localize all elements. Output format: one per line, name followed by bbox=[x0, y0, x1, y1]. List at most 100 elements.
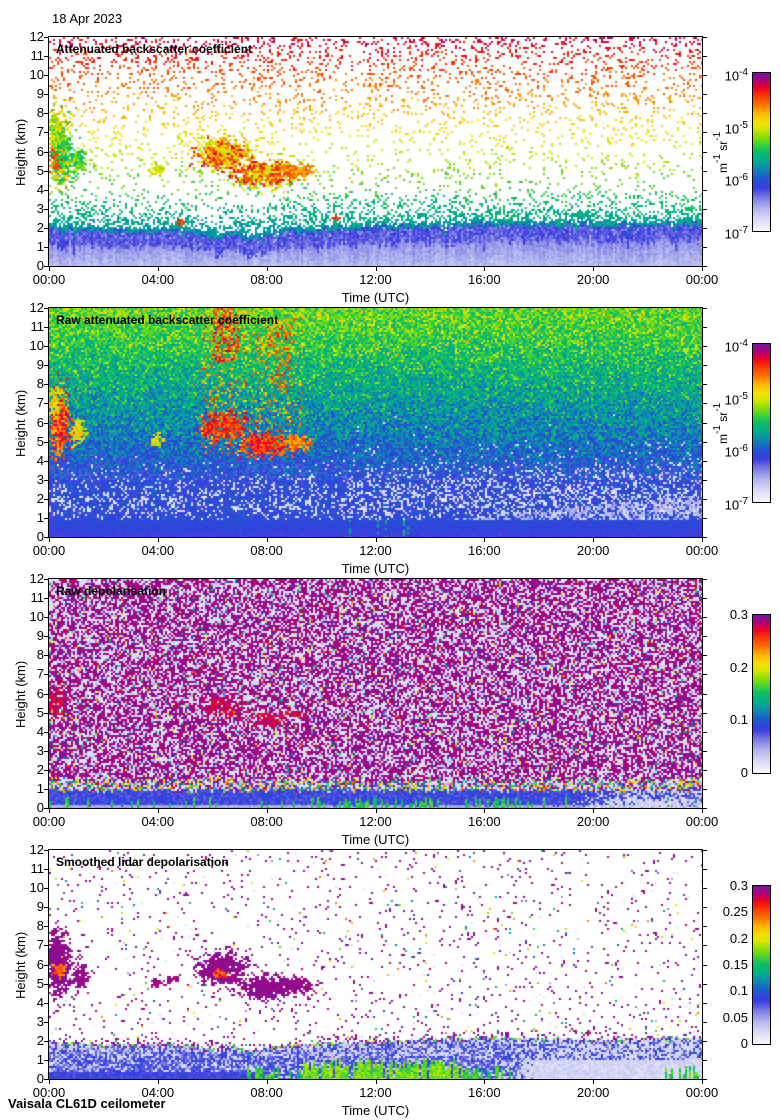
y-tick bbox=[44, 171, 48, 172]
colorbar-tick-label: 0.3 bbox=[729, 607, 748, 622]
x-tick-label: 12:00 bbox=[359, 1085, 392, 1100]
x-tick-label: 20:00 bbox=[576, 1085, 610, 1100]
y-tick-label: 11 bbox=[30, 861, 45, 877]
y-tick-right bbox=[703, 480, 707, 481]
y-tick-label: 5 bbox=[36, 704, 44, 720]
y-tick-right bbox=[703, 926, 707, 927]
y-tick bbox=[44, 403, 48, 404]
y-tick bbox=[44, 113, 48, 114]
y-tick-label: 10 bbox=[29, 609, 44, 625]
y-tick bbox=[44, 499, 48, 500]
y-tick-right bbox=[703, 789, 707, 790]
y-tick bbox=[44, 869, 48, 870]
colorbar-tick-label: 10-6 bbox=[724, 172, 748, 189]
y-tick-right bbox=[703, 266, 707, 267]
x-tick-label: 12:00 bbox=[359, 814, 392, 829]
x-tick-label: 20:00 bbox=[576, 543, 610, 558]
colorbar-frame bbox=[752, 72, 771, 232]
x-axis-title: Time (UTC) bbox=[341, 290, 410, 305]
y-tick bbox=[44, 926, 48, 927]
y-tick-right bbox=[703, 965, 707, 966]
x-tick-label: 08:00 bbox=[250, 814, 283, 829]
plot-frame bbox=[48, 307, 703, 538]
x-tick bbox=[376, 267, 377, 271]
y-tick-label: 7 bbox=[36, 124, 44, 140]
y-tick bbox=[44, 480, 48, 481]
y-tick-right bbox=[703, 674, 707, 675]
y-tick-label: 2 bbox=[36, 219, 44, 235]
y-tick-label: 4 bbox=[36, 994, 44, 1010]
colorbar-3 bbox=[753, 615, 770, 773]
colorbar-tick-label: 0 bbox=[740, 1036, 748, 1051]
x-tick bbox=[49, 538, 50, 542]
y-tick bbox=[44, 537, 48, 538]
x-tick-label: 12:00 bbox=[359, 272, 392, 287]
y-tick bbox=[44, 984, 48, 985]
x-tick-label: 04:00 bbox=[141, 814, 175, 829]
colorbar-frame bbox=[752, 885, 771, 1045]
x-tick-label: 04:00 bbox=[141, 1085, 175, 1100]
y-tick-right bbox=[703, 190, 707, 191]
y-tick-right bbox=[703, 403, 707, 404]
y-tick bbox=[44, 442, 48, 443]
x-tick-label: 08:00 bbox=[250, 543, 283, 558]
y-tick-label: 12 bbox=[29, 300, 44, 315]
x-tick-label: 04:00 bbox=[141, 272, 175, 287]
x-tick-label: 00:00 bbox=[685, 1085, 719, 1100]
x-tick bbox=[702, 538, 703, 542]
y-tick bbox=[44, 228, 48, 229]
y-tick-right bbox=[703, 694, 707, 695]
y-tick-right bbox=[703, 636, 707, 637]
heatmap-canvas-3 bbox=[49, 579, 702, 808]
y-tick-right bbox=[703, 365, 707, 366]
colorbar-tick-label: 10-4 bbox=[724, 338, 748, 355]
y-tick bbox=[44, 965, 48, 966]
x-tick bbox=[702, 1080, 703, 1084]
y-tick-label: 2 bbox=[36, 761, 44, 777]
y-tick bbox=[44, 907, 48, 908]
x-tick bbox=[376, 538, 377, 542]
y-tick-right bbox=[703, 732, 707, 733]
colorbar-1 bbox=[753, 73, 770, 231]
x-tick bbox=[593, 538, 594, 542]
y-tick-right bbox=[703, 1003, 707, 1004]
y-tick-right bbox=[703, 655, 707, 656]
y-tick-label: 7 bbox=[36, 937, 44, 953]
y-axis-title: Height (km) bbox=[13, 388, 28, 457]
y-tick-label: 11 bbox=[30, 48, 45, 64]
colorbar-tick-label: 10-7 bbox=[724, 225, 748, 242]
y-tick bbox=[44, 266, 48, 267]
x-tick-label: 00:00 bbox=[32, 1085, 66, 1100]
x-tick bbox=[484, 538, 485, 542]
y-tick bbox=[44, 365, 48, 366]
x-tick bbox=[267, 1080, 268, 1084]
colorbar-tick-label: 0.3 bbox=[729, 878, 748, 893]
y-tick-label: 9 bbox=[36, 899, 44, 915]
y-tick bbox=[44, 327, 48, 328]
y-tick-right bbox=[703, 1060, 707, 1061]
y-tick-label: 0 bbox=[36, 1071, 44, 1086]
y-tick-label: 1 bbox=[36, 238, 44, 254]
y-tick bbox=[44, 694, 48, 695]
y-tick bbox=[44, 945, 48, 946]
y-tick bbox=[44, 190, 48, 191]
y-tick bbox=[44, 1003, 48, 1004]
y-tick-label: 5 bbox=[36, 975, 44, 991]
y-tick-right bbox=[703, 37, 707, 38]
y-tick bbox=[44, 1041, 48, 1042]
heatmap-canvas-1 bbox=[49, 37, 702, 266]
y-tick-label: 12 bbox=[29, 842, 44, 857]
colorbar-tick-label: 10-6 bbox=[724, 443, 748, 460]
y-tick-right bbox=[703, 442, 707, 443]
x-tick-label: 00:00 bbox=[32, 272, 66, 287]
y-tick-right bbox=[703, 1079, 707, 1080]
colorbar-frame bbox=[752, 343, 771, 503]
y-tick-label: 8 bbox=[36, 376, 44, 392]
y-tick-right bbox=[703, 384, 707, 385]
x-tick bbox=[702, 809, 703, 813]
y-tick bbox=[44, 713, 48, 714]
panel-title: Smoothed lidar depolarisation bbox=[56, 855, 229, 869]
heatmap-canvas-4 bbox=[49, 850, 702, 1079]
y-tick-right bbox=[703, 308, 707, 309]
